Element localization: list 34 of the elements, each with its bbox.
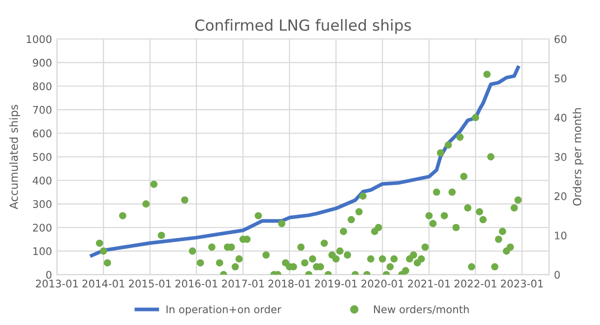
y2-tick-label: 40: [554, 114, 566, 122]
y2-axis-title: Orders per month: [572, 108, 584, 206]
x-tick-label: 2016-01: [175, 280, 218, 288]
y2-tick-label: 30: [554, 153, 566, 161]
x-tick-label: 2021-01: [408, 280, 450, 288]
y2-tick-label: 0: [554, 270, 560, 279]
y-tick-label: 500: [33, 153, 52, 161]
x-tick-label: 2018-01: [268, 280, 310, 288]
y2-tick-label: 10: [555, 232, 566, 240]
x-tick-label: 2022-01: [454, 280, 496, 288]
y2-tick-label: 50: [554, 74, 566, 82]
x-tick-label: 2015-01: [128, 280, 171, 288]
y-tick-label: 600: [32, 129, 52, 138]
x-tick-label: 2019-01: [314, 280, 357, 288]
y-tick-label: 400: [32, 176, 52, 184]
y2-tick-label: 20: [554, 192, 566, 200]
legend-label: New orders/month: [374, 305, 469, 314]
y-tick-label: 1000: [26, 35, 52, 44]
y-tick-label: 800: [32, 82, 52, 90]
y-tick-label: 900: [32, 58, 52, 67]
y-tick-label: 700: [33, 106, 52, 114]
x-tick-label: 2017-01: [222, 280, 264, 288]
x-tick-label: 2014-01: [82, 280, 124, 288]
y-tick-label: 200: [33, 224, 52, 232]
chart-title: Confirmed LNG fuelled ships: [195, 19, 411, 34]
y-axis-title: Accumulated ships: [9, 104, 20, 210]
y-tick-label: 0: [46, 270, 52, 279]
x-tick-label: 2013-01: [36, 280, 78, 288]
y-tick-label: 100: [33, 247, 52, 256]
y2-tick-label: 60: [554, 35, 566, 44]
x-tick-label: 2020-01: [361, 280, 404, 288]
legend-label: In operation+on order: [166, 305, 282, 316]
y-tick-label: 300: [33, 200, 52, 208]
x-tick-label: 2023-01: [501, 280, 543, 288]
